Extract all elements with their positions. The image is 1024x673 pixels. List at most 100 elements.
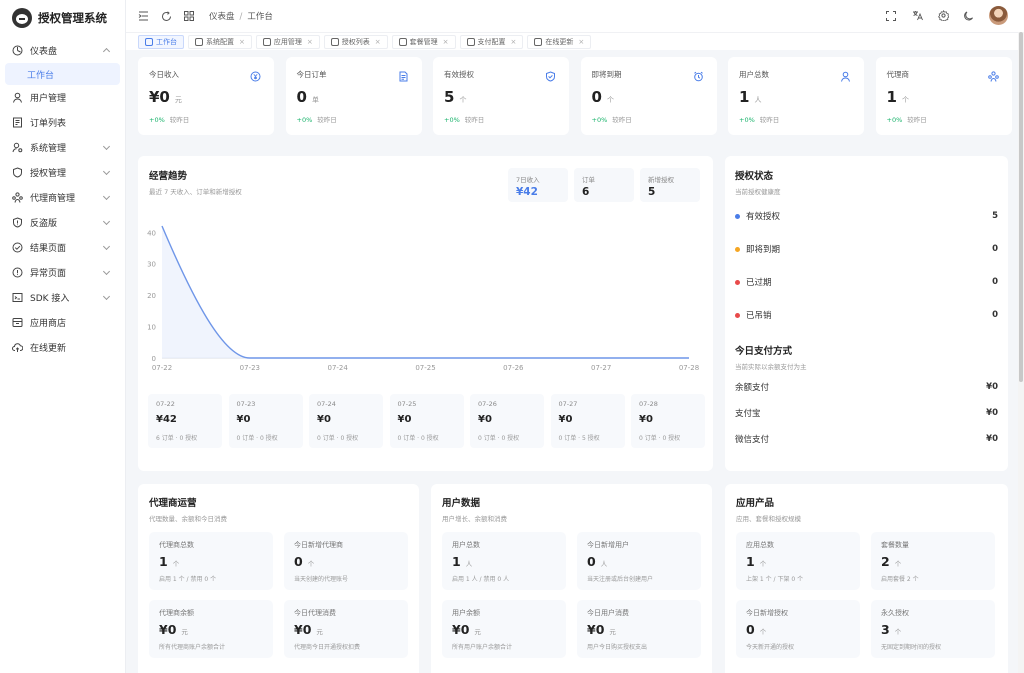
stat-unit: 元: [174, 96, 182, 104]
metric-unit: 个: [759, 628, 767, 636]
series-line: [161, 225, 689, 359]
sidebar-item-2[interactable]: 订单列表: [0, 110, 125, 135]
sidebar-item-8[interactable]: 异常页面: [0, 260, 125, 285]
user-data-card: 用户数据 用户增长、余额和消费 用户总数 1 人启用 1 人 / 禁用 0 人今日新…: [431, 484, 712, 673]
chevron-down-icon: [102, 292, 111, 301]
trend-day-card: 07-25 ¥0 0 订单 · 0 授权: [389, 394, 464, 448]
agent-ops-subtitle: 代理数量、余额和今日消费: [149, 515, 227, 523]
fullscreen-icon[interactable]: [885, 10, 897, 22]
page-scrollbar[interactable]: [1018, 32, 1024, 673]
sidebar-item-label: 代理商管理: [30, 194, 76, 204]
tab-1[interactable]: 系统配置 ×: [188, 34, 252, 49]
cloud-icon: [12, 342, 23, 353]
metric-label: 今日用户消费: [587, 609, 629, 617]
metric-unit: 元: [181, 628, 188, 636]
trend-summary-value: 5: [648, 186, 656, 198]
agent-ops-card: 代理商运营 代理数量、余额和今日消费 代理商总数 1 个启用 1 个 / 禁用 0 …: [138, 484, 419, 673]
sidebar-item-label: 授权管理: [30, 169, 67, 179]
trend-chart: 0 10 20 30 40 07-22 07-23 07-24 07-25 07-26 07-27 0…: [147, 225, 699, 372]
pay-method-value: ¥0: [986, 434, 998, 444]
stat-trend: +0% 较昨日: [297, 114, 337, 124]
tab-5[interactable]: 支付配置 ×: [459, 34, 524, 49]
scrollbar-thumb[interactable]: [1019, 32, 1023, 382]
sidebar-subitem-label: 工作台: [27, 70, 55, 81]
tab-close-icon[interactable]: ×: [374, 37, 381, 46]
metric-box: 用户余额 ¥0 元所有用户账户余额合计: [442, 600, 566, 658]
menu-fold-icon[interactable]: [137, 10, 149, 22]
tab-2[interactable]: 应用管理 ×: [255, 34, 320, 49]
pay-method-value: ¥0: [986, 382, 998, 392]
sidebar-item-4[interactable]: 授权管理: [0, 160, 125, 185]
stat-trend-value: +0%: [739, 116, 755, 124]
trend-title: 经营趋势: [149, 171, 188, 182]
metric-value: ¥0 元: [587, 622, 616, 637]
user-avatar[interactable]: [989, 6, 1008, 25]
x-tick-label: 07-25: [415, 364, 435, 372]
trend-day-card: 07-28 ¥0 0 订单 · 0 授权: [631, 394, 705, 448]
metric-label: 今日新增用户: [587, 541, 629, 549]
sidebar-item-5[interactable]: 代理商管理: [0, 185, 125, 210]
pay-method-label: 余额支付: [735, 383, 770, 393]
metric-desc: 当天创建的代理账号: [294, 576, 349, 583]
stat-unit: 单: [311, 96, 319, 104]
translate-icon[interactable]: [911, 10, 923, 22]
sidebar-item-label: 系统管理: [30, 144, 67, 154]
trend-day-card: 07-24 ¥0 0 订单 · 0 授权: [309, 394, 383, 448]
grid-icon[interactable]: [183, 10, 195, 22]
tab-close-icon[interactable]: ×: [442, 37, 449, 46]
tab-close-icon[interactable]: ×: [306, 37, 313, 46]
x-tick-label: 07-22: [152, 364, 172, 372]
sidebar-item-11[interactable]: 在线更新: [0, 335, 125, 360]
stat-trend-label: 较昨日: [317, 116, 337, 124]
metric-desc: 启用套餐 2 个: [881, 576, 919, 583]
sidebar-item-9[interactable]: SDK 接入: [0, 285, 125, 310]
tab-3[interactable]: 授权列表 ×: [323, 34, 388, 49]
metric-number: 0: [294, 554, 303, 569]
refresh-icon[interactable]: [160, 10, 172, 22]
sidebar-item-3[interactable]: 系统管理: [0, 135, 125, 160]
sdk-icon: [12, 292, 23, 303]
cat-logo-icon: [12, 8, 32, 28]
tab-label: 系统配置: [206, 37, 234, 46]
tab-close-icon[interactable]: ×: [510, 37, 517, 46]
tab-page-icon: [195, 37, 203, 46]
trend-day-card: 07-26 ¥0 0 订单 · 0 授权: [470, 394, 544, 448]
tab-close-icon[interactable]: ×: [239, 37, 245, 46]
settings-gear-icon[interactable]: [937, 10, 949, 22]
sidebar-item-7[interactable]: 结果页面: [0, 235, 125, 260]
metric-number: 2: [881, 554, 890, 569]
stat-trend-value: +0%: [591, 116, 608, 124]
sidebar-item-0[interactable]: 仪表盘: [0, 38, 125, 63]
stat-trend-label: 较昨日: [464, 116, 485, 124]
tab-0[interactable]: 工作台: [138, 34, 184, 49]
metric-unit: 人: [600, 560, 608, 568]
metric-desc: 所有用户账户余额合计: [452, 644, 513, 651]
dark-mode-moon-icon[interactable]: [963, 10, 975, 22]
metric-number: 1: [452, 554, 461, 569]
trend-summary-item: 订单 6: [574, 168, 634, 202]
trend-summary-label: 订单: [582, 176, 595, 184]
stat-unit: 人: [754, 96, 762, 104]
sidebar-subitem-workbench[interactable]: 工作台: [5, 63, 120, 85]
sidebar-item-1[interactable]: 用户管理: [0, 85, 125, 110]
app-logo[interactable]: 授权管理系统: [0, 2, 125, 34]
tab-4[interactable]: 套餐管理 ×: [391, 34, 456, 49]
sidebar-nav: 仪表盘工作台用户管理 订单列表系统管理授权管理代理商管理反盗版结果页面异常页面 SD…: [0, 38, 125, 360]
tab-6[interactable]: 在线更新 ×: [527, 34, 592, 49]
breadcrumb-item-dashboard[interactable]: 仪表盘: [209, 12, 235, 22]
metric-box: 应用总数 1 个上架 1 个 / 下架 0 个: [736, 532, 860, 590]
trend-day-date: 07-26: [478, 400, 497, 408]
sidebar-item-10[interactable]: 应用商店: [0, 310, 125, 335]
stat-number: 1: [739, 88, 750, 106]
pay-methods-title: 今日支付方式: [735, 346, 793, 357]
tab-close-icon[interactable]: ×: [578, 37, 585, 46]
x-tick-label: 07-24: [327, 364, 348, 372]
sidebar-item-label: 结果页面: [30, 244, 67, 254]
trend-day-value: ¥0: [317, 414, 331, 425]
sidebar-item-6[interactable]: 反盗版: [0, 210, 125, 235]
tab-label: 在线更新: [545, 37, 574, 46]
